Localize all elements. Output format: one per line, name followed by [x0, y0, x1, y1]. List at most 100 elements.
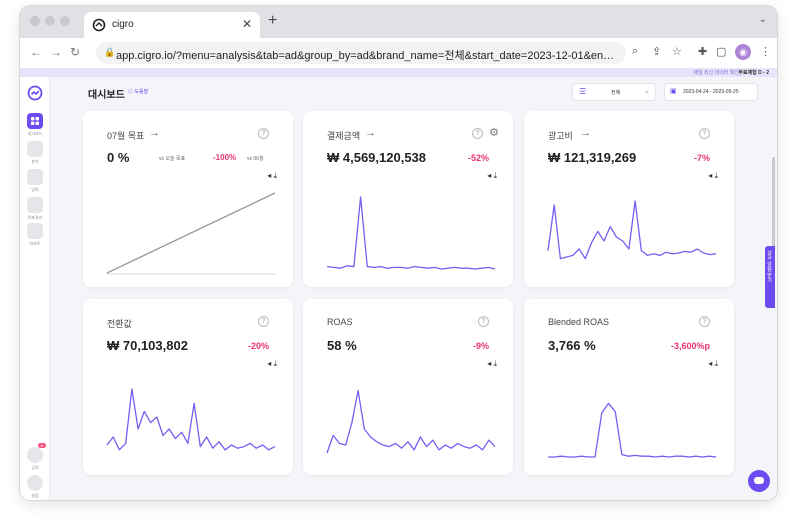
reload-icon[interactable]: ↻: [70, 45, 81, 59]
sidebar-item-goals[interactable]: [27, 197, 43, 213]
card-value: ₩ 70,103,802: [107, 338, 188, 353]
address-bar[interactable]: 🔒 app.cigro.io/?menu=analysis&tab=ad&gro…: [96, 42, 626, 64]
tab-bar: cigro ✕ + ⌄: [20, 6, 777, 38]
help-icon[interactable]: ?: [258, 128, 269, 139]
promo-text: 매일 최신 데이터 확인: [693, 70, 739, 76]
page-title: 대시보드: [88, 90, 125, 101]
roas-chart: [326, 375, 496, 467]
card-change: -100%: [213, 153, 237, 162]
help-icon[interactable]: ?: [699, 316, 710, 327]
card-change: -20%: [247, 341, 269, 351]
sidebar-item-analysis[interactable]: [27, 141, 43, 157]
series-line: [326, 196, 496, 270]
card-title: 광고비: [548, 131, 573, 141]
date-range-value: 2023-04-24 - 2023-05-25: [683, 89, 739, 95]
card-title: 07월 목표: [107, 131, 145, 141]
view-select[interactable]: ☰ 전체 ⌄: [572, 83, 656, 101]
close-icon[interactable]: ✕: [241, 17, 252, 31]
help-icon[interactable]: ?: [699, 128, 710, 139]
sidebar-item-dashboard[interactable]: [27, 113, 43, 129]
series-line: [106, 388, 276, 451]
card-tools: ◂ ⤓: [708, 359, 718, 369]
close-window-button[interactable]: [30, 16, 40, 26]
card-title: 결제금액: [327, 131, 361, 141]
sidebar-item-notice[interactable]: [27, 447, 43, 463]
browser-window: cigro ✕ + ⌄ ← → ↻ 🔒 app.cigro.io/?menu=a…: [20, 6, 777, 500]
dashboard-main: 대시보드 ⓘ 도움말 ☰ 전체 ⌄ ▣ 2023-04-24 - 2023-05…: [50, 77, 777, 500]
download-icon[interactable]: ⤓: [493, 359, 497, 368]
goal-chart: [106, 187, 276, 279]
app-logo-icon[interactable]: [27, 85, 43, 101]
payment-line-chart: [326, 196, 496, 270]
collapse-icon[interactable]: ◂: [708, 359, 713, 368]
scrollbar[interactable]: [772, 157, 775, 267]
share-icon[interactable]: ⇪: [652, 46, 662, 58]
menu-kebab-icon[interactable]: ⋮: [760, 46, 771, 58]
sidebar-item-input[interactable]: [27, 169, 43, 185]
new-tab-button[interactable]: +: [268, 12, 278, 29]
collapse-icon[interactable]: ◂: [267, 171, 272, 180]
card-change: -7%: [693, 153, 710, 163]
download-icon[interactable]: ⤓: [273, 359, 277, 368]
card-change: -3,600%p: [670, 341, 710, 351]
download-icon[interactable]: ⤓: [273, 171, 277, 180]
alert-side-tab[interactable]: 성과 알림 받기: [765, 246, 775, 308]
forward-icon[interactable]: →: [50, 45, 62, 59]
notification-badge: N: [38, 443, 46, 448]
conversion-line-chart: [106, 388, 276, 451]
ad-spend-chart: [547, 187, 717, 279]
download-icon[interactable]: ⤓: [714, 171, 718, 180]
collapse-icon[interactable]: ◂: [708, 171, 713, 180]
card-value: ₩ 121,319,269: [548, 150, 637, 165]
profile-avatar[interactable]: ◉: [735, 44, 751, 60]
collapse-icon[interactable]: ◂: [487, 359, 492, 368]
help-link[interactable]: ⓘ 도움말: [128, 89, 149, 95]
date-range-picker[interactable]: ▣ 2023-04-24 - 2023-05-25: [664, 83, 758, 101]
extensions-icon[interactable]: ✚: [698, 46, 708, 58]
bookmark-star-icon[interactable]: ☆: [672, 46, 682, 58]
maximize-window-button[interactable]: [60, 16, 70, 26]
back-icon[interactable]: ←: [30, 45, 42, 59]
card-conversion-value: 전환값 ? ₩ 70,103,802 -20% ◂ ⤓: [83, 299, 293, 475]
card-tools: ◂ ⤓: [487, 359, 497, 369]
trial-badge[interactable]: 무료체험 D - 2: [738, 70, 769, 76]
chat-button[interactable]: [748, 470, 770, 492]
sidebar: 대시보드 분석 입력 목표관리 리포트 N 공지 설정: [20, 77, 50, 500]
minimize-window-button[interactable]: [45, 16, 55, 26]
side-panel-icon[interactable]: ▢: [716, 46, 727, 58]
sidebar-item-report[interactable]: [27, 223, 43, 239]
arrow-right-icon[interactable]: →: [580, 127, 591, 139]
sidebar-label-settings: 설정: [31, 493, 39, 498]
address-toolbar: ← → ↻ 🔒 app.cigro.io/?menu=analysis&tab=…: [20, 38, 777, 68]
conversion-chart: [106, 375, 276, 467]
arrow-right-icon[interactable]: →: [149, 127, 160, 139]
goal-line-chart: [106, 192, 276, 275]
list-icon: ☰: [579, 87, 587, 96]
card-tools: ◂ ⤓: [708, 171, 718, 181]
tab-search-icon[interactable]: ⌄: [758, 14, 767, 25]
tab-title: cigro: [112, 19, 134, 30]
download-icon[interactable]: ⤓: [714, 359, 718, 368]
card-change: -52%: [467, 153, 489, 163]
promo-banner: 매일 최신 데이터 확인 무료체험 D - 2: [20, 68, 777, 77]
url-text: app.cigro.io/?menu=analysis&tab=ad&group…: [116, 50, 616, 62]
card-value: 0 %: [107, 150, 130, 165]
help-icon[interactable]: ?: [472, 128, 483, 139]
browser-tab[interactable]: cigro ✕: [84, 12, 260, 38]
payment-chart: [326, 187, 496, 279]
arrow-right-icon[interactable]: →: [365, 127, 376, 139]
series-line: [326, 389, 496, 454]
help-icon[interactable]: ?: [258, 316, 269, 327]
zoom-icon[interactable]: ⌕: [632, 45, 639, 57]
card-title: ROAS: [327, 317, 353, 327]
gear-icon[interactable]: ⚙: [489, 127, 499, 139]
sidebar-item-settings[interactable]: [27, 475, 43, 491]
download-icon[interactable]: ⤓: [493, 171, 497, 180]
sidebar-label-analysis: 분석: [31, 159, 39, 164]
collapse-icon[interactable]: ◂: [267, 359, 272, 368]
card-monthly-goal: 07월 목표 → ? 0 % vs 오늘 목표 -100% vs 06월 ◂ ⤓: [83, 111, 293, 287]
help-icon[interactable]: ?: [478, 316, 489, 327]
cigro-logo-icon: [92, 18, 106, 32]
sidebar-label-report: 리포트: [29, 241, 41, 246]
collapse-icon[interactable]: ◂: [487, 171, 492, 180]
